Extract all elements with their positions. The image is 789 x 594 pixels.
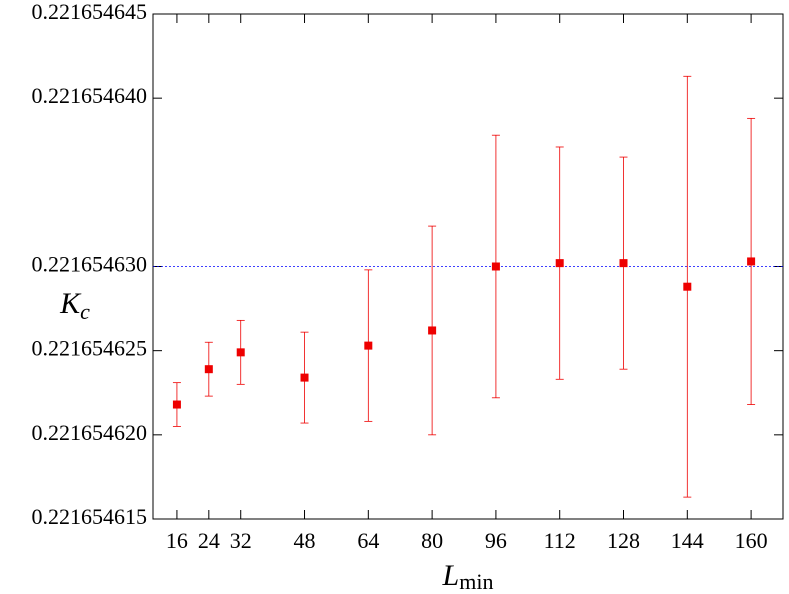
x-tick-label: 48 (294, 528, 316, 553)
point (428, 326, 437, 335)
y-tick-label: 0.221654615 (32, 504, 148, 529)
x-tick-label: 96 (485, 528, 507, 553)
point (491, 262, 500, 271)
point (747, 257, 756, 266)
y-tick-label: 0.221654630 (32, 252, 148, 277)
x-label-main: L (442, 559, 460, 592)
point (619, 259, 628, 268)
x-tick-label: 128 (607, 528, 640, 553)
point (555, 259, 564, 268)
y-tick-label: 0.221654620 (32, 420, 148, 445)
x-label-sub: min (459, 569, 493, 594)
x-axis-label: Lmin (442, 559, 494, 594)
x-tick-label: 160 (735, 528, 768, 553)
x-tick-label: 16 (166, 528, 188, 553)
y-tick-label: 0.221654640 (32, 83, 148, 108)
x-tick-label: 80 (421, 528, 443, 553)
plot-frame (152, 13, 784, 520)
y-label-sub: c (80, 299, 90, 324)
x-tick-label: 32 (230, 528, 252, 553)
x-tick-label: 24 (198, 528, 220, 553)
point (172, 400, 181, 409)
point (683, 282, 692, 291)
x-tick-label: 144 (671, 528, 704, 553)
point (236, 348, 245, 357)
point (300, 373, 309, 382)
point (204, 365, 213, 374)
y-tick-label: 0.221654625 (32, 336, 148, 361)
x-tick-label: 112 (544, 528, 576, 553)
point (364, 341, 373, 350)
y-label-main: K (59, 287, 82, 320)
y-tick-label: 0.221654645 (32, 0, 148, 24)
y-axis-label: Kc (59, 287, 90, 324)
x-tick-label: 64 (357, 528, 379, 553)
